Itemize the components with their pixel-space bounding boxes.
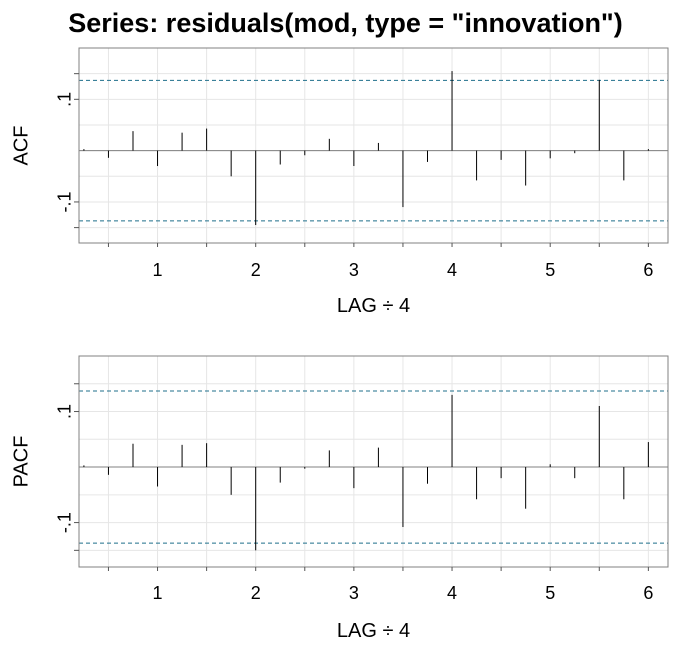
pacf-x-tick-label: 6 [643,583,653,603]
pacf-x-tick-label: 1 [153,583,163,603]
pacf-y-axis-title: PACF [10,436,32,488]
pacf-y-tick-label: -.1 [55,512,75,533]
acf-y-tick-label: -.1 [55,191,75,212]
pacf-x-tick-label: 3 [349,583,359,603]
acf-x-axis-title: LAG ÷ 4 [337,295,410,317]
pacf-plot-border [78,355,669,568]
acf-plot-border [78,47,669,244]
acf-x-tick-label: 2 [251,260,261,280]
pacf-x-tick-label: 4 [447,583,457,603]
acf-x-tick-label: 5 [545,260,555,280]
chart-title: Series: residuals(mod, type = "innovatio… [68,8,623,38]
pacf-y-tick-label: .1 [55,404,75,419]
pacf-x-tick-label: 2 [251,583,261,603]
acf-x-tick-label: 3 [349,260,359,280]
acf-x-tick-label: 4 [447,260,457,280]
acf-y-tick-label: .1 [55,92,75,107]
acf-x-tick-label: 1 [153,260,163,280]
acf-x-tick-label: 6 [643,260,653,280]
acf-y-axis-title: ACF [10,126,32,166]
pacf-x-axis-title: LAG ÷ 4 [337,620,410,642]
pacf-x-tick-label: 5 [545,583,555,603]
